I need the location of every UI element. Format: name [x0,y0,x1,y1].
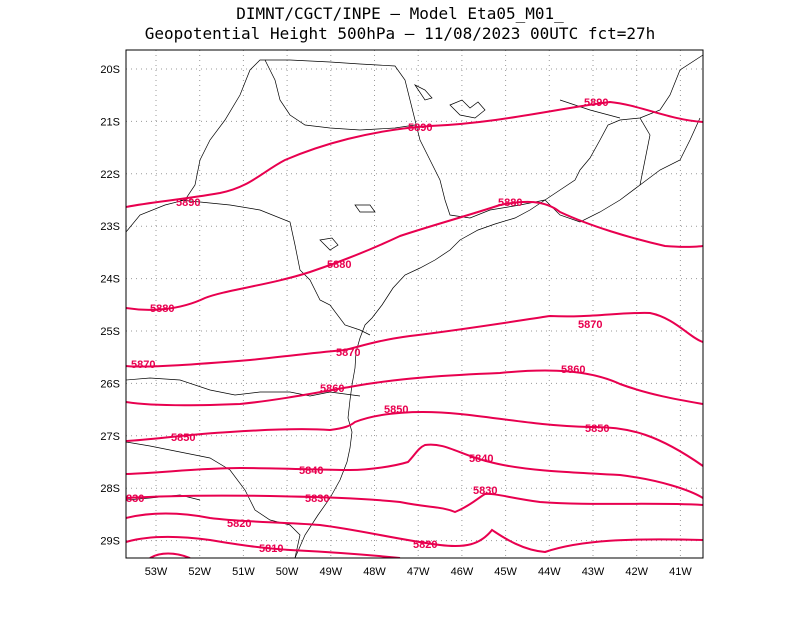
contour-5890 [126,100,703,208]
contour-label: 5820 [413,539,437,551]
contour-label: 5870 [131,359,155,371]
contour-5870 [126,311,703,368]
contour-label: 5840 [299,465,323,477]
lat-tick-label: 28S [100,483,120,495]
lon-tick-label: 50W [276,566,299,578]
contour-5860 [126,369,703,407]
lat-tick-label: 26S [100,378,120,390]
contour-label: 830 [126,493,144,505]
contour-label: 5820 [227,518,251,530]
contour-label: 5850 [384,404,408,416]
contour-5810-b [149,552,191,558]
map-title-line2: Geopotential Height 500hPa – 11/08/2023 … [144,24,656,43]
lon-tick-label: 48W [363,566,386,578]
lon-tick-label: 47W [407,566,430,578]
contour-5850 [126,411,703,467]
coastline-and-borders [126,54,703,558]
lat-tick-label: 27S [100,431,120,443]
lon-tick-label: 43W [582,566,605,578]
lat-tick-label: 22S [100,169,120,181]
contour-label: 5880 [150,303,174,315]
contour-label: 5830 [305,493,329,505]
lon-tick-label: 44W [538,566,561,578]
lon-tick-label: 53W [145,566,168,578]
contour-label: 5890 [176,197,200,209]
contour-label: 5850 [171,432,195,444]
contour-label: 5890 [584,97,608,109]
lat-tick-label: 29S [100,536,120,548]
lat-tick-label: 20S [100,64,120,76]
contour-label: 5890 [408,122,432,134]
contour-label: 5860 [320,383,344,395]
geopotential-contours [126,100,703,558]
contour-label: 5870 [336,347,360,359]
lon-tick-label: 45W [494,566,517,578]
contour-5840 [126,443,703,499]
contour-5830 [126,492,703,514]
lon-tick-label: 52W [188,566,211,578]
contour-label: 5880 [498,197,522,209]
contour-labels: 5890 5890 5890 5880 5880 5880 5870 5870 … [126,97,609,555]
contour-label: 5840 [469,453,493,465]
lon-tick-label: 42W [625,566,648,578]
contour-label: 5860 [561,364,585,376]
map-frame [125,49,704,559]
axis-tick-labels: 53W 52W 51W 50W 49W 48W 47W 46W 45W 44W 43W 42W 41W 2… [100,64,692,578]
contour-5880 [126,200,703,311]
lat-tick-label: 24S [100,274,120,286]
contour-label: 5830 [473,485,497,497]
contour-label: 5810 [259,543,283,555]
lon-tick-label: 46W [451,566,474,578]
lat-tick-label: 25S [100,326,120,338]
contour-5810 [126,535,401,558]
contour-label: 5880 [327,259,351,271]
contour-5820 [126,512,703,554]
map-title-line1: DIMNT/CGCT/INPE – Model Eta05_M01_ [236,4,564,23]
contour-label: 5850 [585,423,609,435]
lon-tick-label: 51W [232,566,255,578]
lon-tick-label: 41W [669,566,692,578]
lon-tick-label: 49W [319,566,342,578]
lat-tick-label: 23S [100,221,120,233]
contour-label: 5870 [578,319,602,331]
lat-tick-label: 21S [100,116,120,128]
